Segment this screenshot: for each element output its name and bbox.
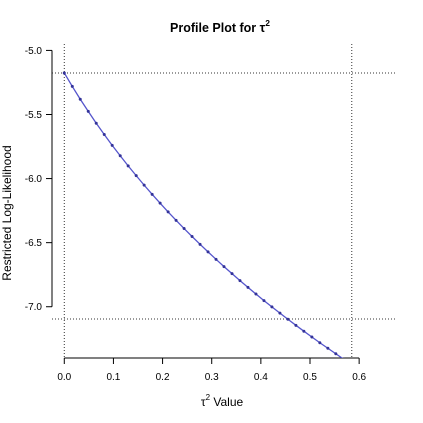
x-tick-label: 0.6 xyxy=(352,372,366,383)
data-point xyxy=(102,132,106,136)
data-point xyxy=(206,250,210,254)
plot-area-frame xyxy=(52,44,396,358)
data-point xyxy=(254,292,258,296)
data-point xyxy=(94,121,98,125)
data-point xyxy=(174,218,178,222)
data-point xyxy=(190,235,194,239)
data-point xyxy=(126,164,130,168)
x-tick-label: 0.3 xyxy=(205,372,219,383)
reference-lines xyxy=(52,44,396,358)
x-tick-label: 0.1 xyxy=(106,372,120,383)
x-tick-label: 0.0 xyxy=(57,372,71,383)
y-tick-label: -6.5 xyxy=(25,238,43,249)
data-point xyxy=(246,285,250,289)
data-point xyxy=(382,384,385,387)
x-axis-title-symbol: τ xyxy=(201,395,206,409)
data-point xyxy=(158,201,162,205)
y-tick-label: -5.5 xyxy=(25,110,43,121)
data-point xyxy=(334,352,338,356)
plot-title: Profile Plot for τ2 xyxy=(170,18,270,35)
data-point xyxy=(262,299,266,303)
plot-title-text: Profile Plot for τ xyxy=(170,21,266,35)
data-point xyxy=(70,84,74,88)
data-point xyxy=(142,183,146,187)
y-axis-title: Restricted Log-Likelihood xyxy=(0,145,14,280)
y-tick-label: -7.0 xyxy=(25,302,43,313)
data-point xyxy=(166,210,170,214)
data-point xyxy=(318,341,322,345)
data-point xyxy=(270,305,274,309)
series-line xyxy=(63,72,344,358)
x-tick-label: 0.4 xyxy=(254,372,268,383)
data-point xyxy=(62,71,66,75)
data-point xyxy=(294,323,298,327)
data-point xyxy=(366,373,369,376)
data-point xyxy=(374,379,377,382)
data-point xyxy=(182,227,186,231)
data-point xyxy=(198,242,202,246)
data-point xyxy=(310,335,314,339)
data-point xyxy=(350,363,353,366)
data-point xyxy=(222,265,226,269)
y-axis-title-text: Restricted Log-Likelihood xyxy=(0,145,14,280)
svg-text:τ2 Value: τ2 Value xyxy=(201,393,244,409)
x-tick-label: 0.5 xyxy=(303,372,317,383)
x-tick-label: 0.2 xyxy=(156,372,170,383)
plot-title-superscript: 2 xyxy=(265,18,270,28)
data-point xyxy=(118,154,122,158)
data-point xyxy=(110,143,114,147)
data-point xyxy=(286,317,290,321)
data-point xyxy=(326,346,330,350)
y-tick-label: -6.0 xyxy=(25,174,43,185)
data-point xyxy=(343,357,345,358)
data-series xyxy=(62,71,385,387)
series-group xyxy=(62,71,385,387)
data-point xyxy=(150,192,154,196)
data-point xyxy=(238,279,242,283)
x-axis-title-superscript: 2 xyxy=(206,393,211,402)
data-point xyxy=(78,97,82,101)
y-tick-label: -5.0 xyxy=(25,46,43,57)
data-point xyxy=(278,311,282,315)
data-point xyxy=(86,109,90,113)
data-point xyxy=(302,329,306,333)
axes: 0.0 0.1 0.2 0.3 0.4 0.5 0.6 -5.0 -5.5 -6.0 -6.5 -7.… xyxy=(25,46,367,383)
data-point xyxy=(134,174,138,178)
x-axis-title-suffix: Value xyxy=(210,395,243,409)
x-axis-title: τ2 Value xyxy=(201,393,244,409)
data-point xyxy=(358,368,361,371)
data-point xyxy=(230,272,234,276)
svg-text:Profile Plot for τ2: Profile Plot for τ2 xyxy=(170,18,270,35)
data-point xyxy=(214,257,218,261)
